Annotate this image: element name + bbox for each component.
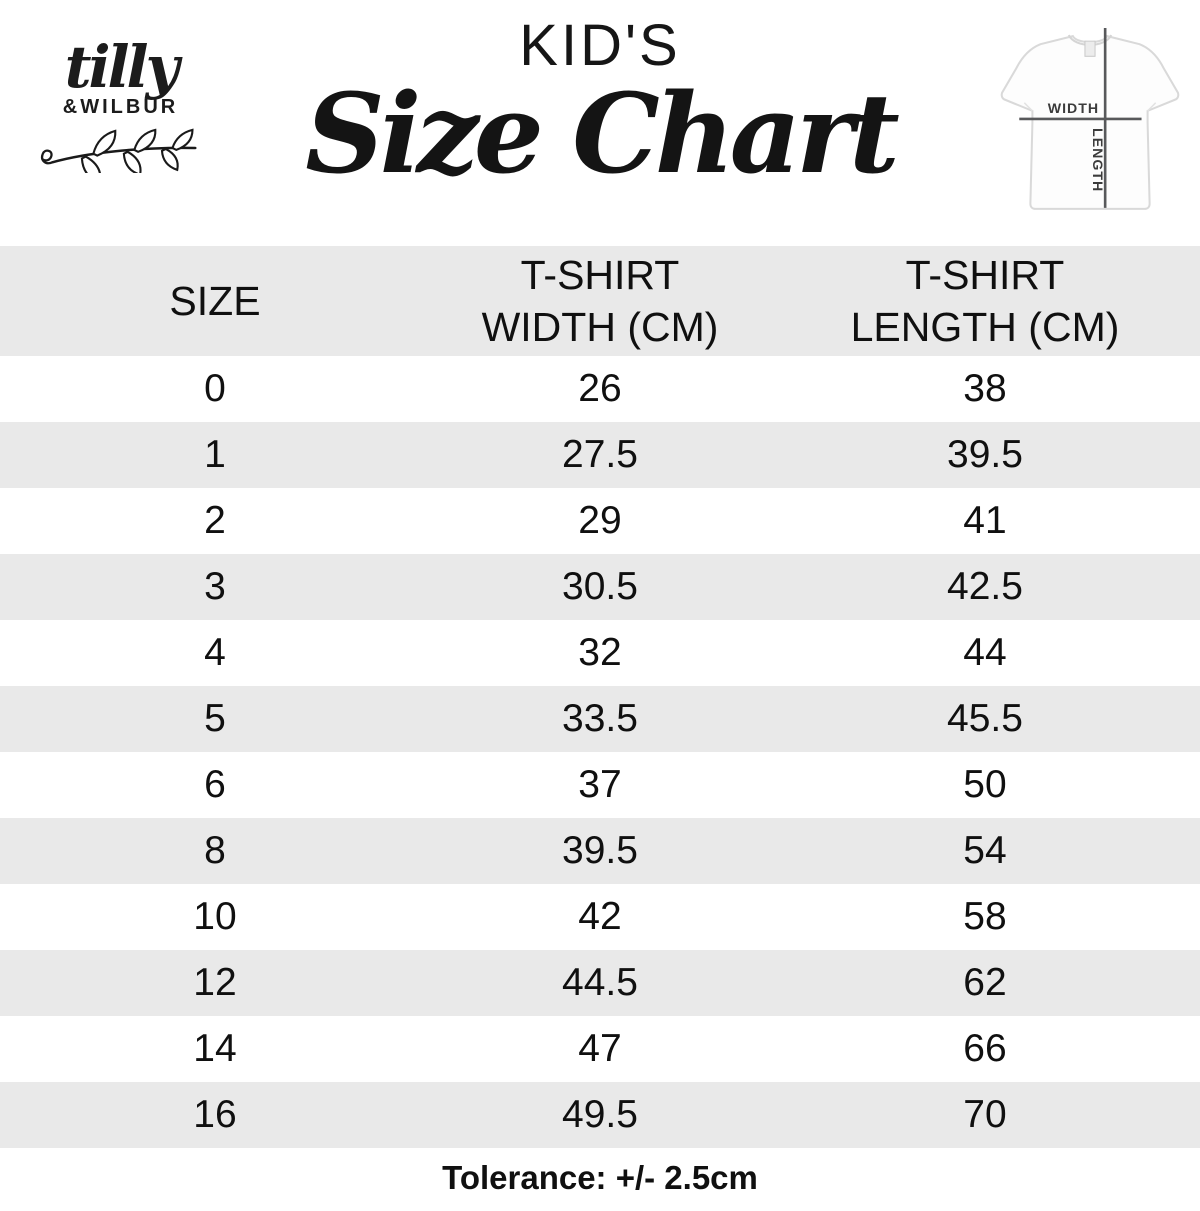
length-value: 54 bbox=[963, 829, 1007, 872]
size-value: 14 bbox=[193, 1027, 237, 1070]
brand-name-caps: &WILBUR bbox=[62, 96, 179, 118]
size-value: 5 bbox=[204, 697, 226, 740]
title-kicker: KID'S bbox=[519, 13, 681, 78]
length-value: 45.5 bbox=[947, 697, 1023, 740]
brand-name-script: tilly bbox=[64, 33, 180, 101]
table-row: 2 29 41 bbox=[0, 488, 1200, 554]
length-value: 42.5 bbox=[947, 565, 1023, 608]
size-value: 16 bbox=[193, 1093, 237, 1136]
table-row: 5 33.5 45.5 bbox=[0, 686, 1200, 752]
width-value: 33.5 bbox=[562, 697, 638, 740]
size-value: 0 bbox=[204, 367, 226, 410]
page-header: tilly &WILBUR KID'S Size Chart bbox=[0, 0, 1200, 246]
size-value: 3 bbox=[204, 565, 226, 608]
tshirt-measurement-diagram: WIDTH LENGTH bbox=[994, 24, 1186, 222]
table-row: 12 44.5 62 bbox=[0, 950, 1200, 1016]
page-title: KID'S Size Chart bbox=[210, 0, 990, 189]
laurel-branch-icon bbox=[28, 123, 213, 184]
brand-logo: tilly &WILBUR bbox=[28, 33, 213, 184]
size-value: 10 bbox=[193, 895, 237, 938]
size-value: 1 bbox=[204, 433, 226, 476]
table-row: 3 30.5 42.5 bbox=[0, 554, 1200, 620]
table-row: 6 37 50 bbox=[0, 752, 1200, 818]
length-value: 66 bbox=[963, 1027, 1007, 1070]
width-value: 49.5 bbox=[562, 1093, 638, 1136]
table-header-row: SIZE T-SHIRT WIDTH (CM) T-SHIRT LENGTH (… bbox=[0, 246, 1200, 356]
width-value: 39.5 bbox=[562, 829, 638, 872]
table-row: 10 42 58 bbox=[0, 884, 1200, 950]
header-size: SIZE bbox=[169, 277, 261, 324]
length-value: 62 bbox=[963, 961, 1007, 1004]
header-length: T-SHIRT LENGTH (CM) bbox=[770, 249, 1200, 354]
length-value: 50 bbox=[963, 763, 1007, 806]
width-value: 29 bbox=[578, 499, 622, 542]
header-width-line1: T-SHIRT bbox=[520, 251, 680, 298]
width-value: 44.5 bbox=[562, 961, 638, 1004]
table-row: 8 39.5 54 bbox=[0, 818, 1200, 884]
header-width-line2: WIDTH (CM) bbox=[481, 304, 719, 350]
length-value: 41 bbox=[963, 499, 1007, 542]
width-value: 47 bbox=[578, 1027, 622, 1070]
table-row: 4 32 44 bbox=[0, 620, 1200, 686]
header-length-line1: T-SHIRT bbox=[905, 251, 1065, 298]
table-row: 1 27.5 39.5 bbox=[0, 422, 1200, 488]
size-value: 2 bbox=[204, 499, 226, 542]
width-value: 42 bbox=[578, 895, 622, 938]
length-value: 58 bbox=[963, 895, 1007, 938]
header-length-line2: LENGTH (CM) bbox=[850, 304, 1120, 350]
table-row: 0 26 38 bbox=[0, 356, 1200, 422]
size-value: 6 bbox=[204, 763, 226, 806]
tshirt-icon bbox=[1000, 34, 1180, 210]
length-value: 44 bbox=[963, 631, 1007, 674]
width-value: 32 bbox=[578, 631, 622, 674]
table-row: 16 49.5 70 bbox=[0, 1082, 1200, 1148]
length-value: 39.5 bbox=[947, 433, 1023, 476]
length-value: 70 bbox=[963, 1093, 1007, 1136]
length-label: LENGTH bbox=[1090, 128, 1106, 192]
size-value: 8 bbox=[204, 829, 226, 872]
size-value: 4 bbox=[204, 631, 226, 674]
length-value: 38 bbox=[963, 367, 1007, 410]
table-row: 14 47 66 bbox=[0, 1016, 1200, 1082]
tolerance-note: Tolerance: +/- 2.5cm bbox=[442, 1159, 758, 1196]
header-width: T-SHIRT WIDTH (CM) bbox=[430, 249, 770, 354]
width-value: 26 bbox=[578, 367, 622, 410]
width-value: 37 bbox=[578, 763, 622, 806]
width-label: WIDTH bbox=[1048, 100, 1099, 116]
width-value: 27.5 bbox=[562, 433, 638, 476]
title-main: Size Chart bbox=[305, 69, 900, 198]
size-chart-table: SIZE T-SHIRT WIDTH (CM) T-SHIRT LENGTH (… bbox=[0, 246, 1200, 1148]
width-value: 30.5 bbox=[562, 565, 638, 608]
size-value: 12 bbox=[193, 961, 237, 1004]
